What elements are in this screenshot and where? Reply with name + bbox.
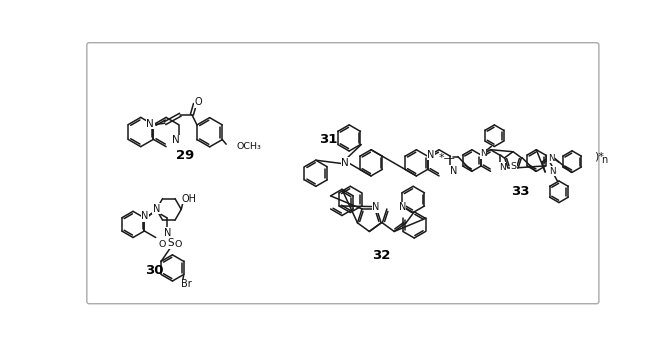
Text: N: N xyxy=(341,158,349,168)
Text: O: O xyxy=(194,97,202,107)
Text: OH: OH xyxy=(181,193,197,204)
Text: 33: 33 xyxy=(511,185,530,198)
Text: 29: 29 xyxy=(176,149,195,162)
Text: Br: Br xyxy=(181,280,192,289)
Text: 30: 30 xyxy=(145,264,164,277)
Text: O: O xyxy=(175,240,182,249)
FancyBboxPatch shape xyxy=(87,43,599,304)
Text: N: N xyxy=(548,154,555,163)
Text: )*: )* xyxy=(594,152,604,162)
Text: N: N xyxy=(480,149,487,158)
Text: n: n xyxy=(601,155,607,165)
Text: *—: *— xyxy=(439,152,456,162)
Text: N: N xyxy=(549,167,556,176)
Text: 32: 32 xyxy=(373,249,391,262)
Text: S: S xyxy=(511,162,516,171)
Text: N: N xyxy=(153,204,160,214)
Text: S: S xyxy=(167,238,174,248)
Text: N: N xyxy=(372,202,379,212)
Text: N: N xyxy=(172,135,179,145)
Text: N: N xyxy=(427,150,434,160)
Text: N: N xyxy=(499,163,506,172)
Text: 31: 31 xyxy=(318,133,337,146)
Text: N: N xyxy=(141,211,149,221)
Text: N: N xyxy=(399,202,406,212)
Text: OCH₃: OCH₃ xyxy=(236,142,261,151)
Text: N: N xyxy=(147,119,154,129)
Text: N: N xyxy=(450,166,457,176)
Text: N: N xyxy=(164,227,171,237)
Text: O: O xyxy=(159,240,166,249)
